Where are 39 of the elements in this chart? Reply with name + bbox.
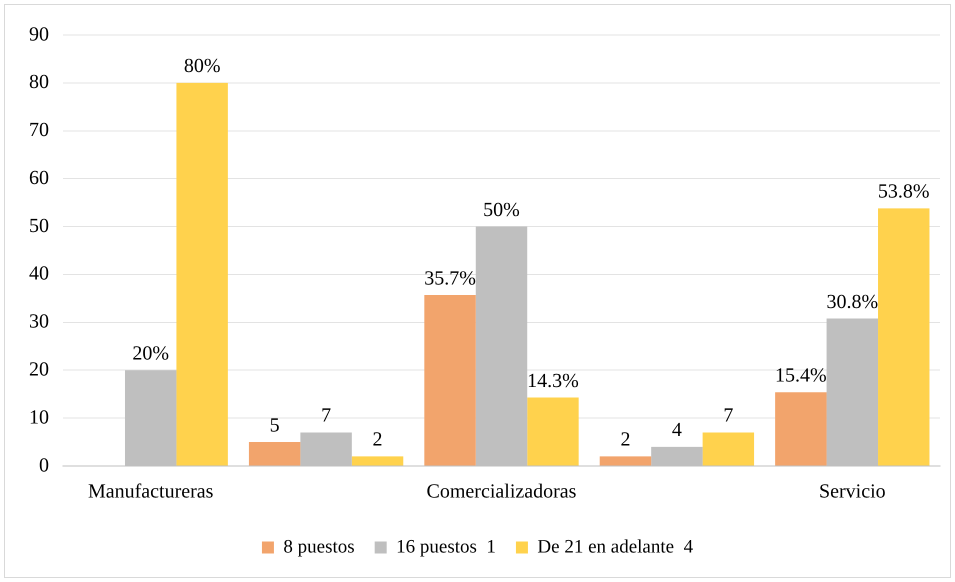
data-label: 14.3%: [527, 370, 579, 392]
data-label: 80%: [184, 55, 220, 78]
x-tick-label: Servicio: [818, 480, 886, 502]
data-label: 5: [270, 414, 280, 436]
data-label: 4: [672, 419, 682, 442]
data-label: 50%: [483, 198, 520, 221]
y-tick-label: 70: [29, 119, 49, 142]
bar: [775, 392, 827, 466]
legend-label: 16 puestos 1: [396, 536, 496, 558]
bar: [878, 208, 930, 466]
y-tick-label: 90: [29, 23, 49, 46]
y-tick-label: 10: [29, 406, 49, 428]
y-tick-label: 60: [29, 166, 49, 189]
bar: [176, 82, 228, 466]
x-tick-label: Comercializadoras: [426, 480, 577, 502]
data-label: 53.8%: [878, 180, 930, 203]
y-tick-label: 40: [29, 262, 49, 285]
y-tick-label: 80: [29, 71, 49, 94]
y-tick-label: 30: [29, 310, 49, 333]
y-tick-label: 50: [29, 214, 49, 237]
data-label: 15.4%: [775, 364, 827, 386]
bar: [600, 456, 652, 466]
bar: [248, 442, 300, 466]
bar: [527, 398, 579, 466]
legend-label: 8 puestos: [283, 536, 355, 558]
data-label: 7: [723, 404, 734, 427]
x-tick-label: Manufactureras: [88, 480, 214, 502]
y-tick-label: 0: [39, 454, 49, 476]
data-label: 7: [321, 404, 332, 427]
data-label: 30.8%: [826, 290, 878, 313]
bar: [352, 456, 404, 466]
data-label: 20%: [132, 342, 170, 364]
legend-label: De 21 en adelante 4: [537, 536, 694, 558]
y-tick-label: 20: [29, 358, 49, 380]
bar: [702, 432, 754, 466]
data-label: 2: [372, 428, 383, 451]
data-label: 35.7%: [424, 267, 476, 290]
bar: [424, 295, 476, 466]
data-label: 2: [620, 428, 630, 451]
